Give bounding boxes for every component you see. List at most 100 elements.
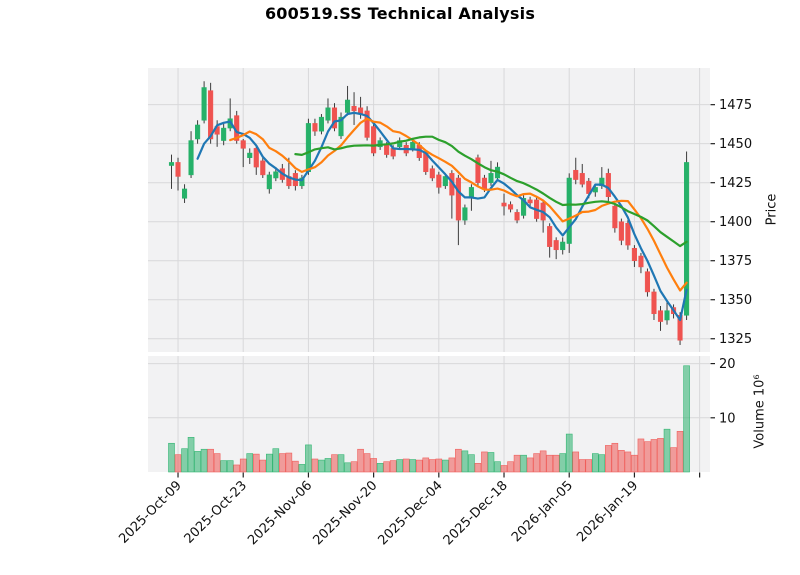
volume-bar-2025-11-05 (298, 464, 306, 473)
volume-bar-2025-12-05 (442, 459, 449, 473)
volume-bar-2025-10-21 (226, 460, 234, 473)
volume-bar-2026-01-22 (650, 439, 658, 473)
volume-bar-2025-12-29 (546, 454, 553, 473)
candle-2025-10-24 (247, 148, 253, 164)
candle-2026-01-23 (657, 305, 664, 331)
date-tick-label: 2025-Oct-09 (116, 478, 184, 546)
candle-2025-11-10 (318, 114, 325, 135)
volume-bar-2025-12-03 (428, 459, 436, 473)
candle-2025-12-10 (462, 204, 468, 225)
candle-2025-12-04 (436, 171, 442, 194)
candle-2025-12-18 (501, 193, 507, 216)
candle-2025-11-17 (351, 92, 357, 125)
candle-2025-11-14 (344, 85, 351, 116)
volume-bar-2025-12-02 (422, 457, 430, 473)
ma-line-ma5 (196, 111, 688, 322)
candle-2025-12-22 (514, 209, 520, 224)
volume-bar-2025-12-22 (513, 454, 521, 473)
price-tick-label: 1350 (719, 293, 752, 308)
volume-bar-2025-12-30 (552, 454, 560, 473)
volume-bar-2025-12-16 (487, 452, 495, 473)
volume-bar-2025-10-15 (200, 448, 208, 473)
volume-bar-2025-11-26 (396, 459, 404, 473)
candle-2025-10-27 (253, 145, 259, 175)
volume-bar-2025-11-24 (383, 461, 390, 473)
price-tick-label: 1400 (719, 215, 752, 230)
candle-2026-01-13 (605, 168, 611, 202)
candle-2025-10-16 (208, 82, 214, 144)
volume-bar-2026-01-07 (578, 459, 586, 473)
candle-2025-12-30 (553, 237, 559, 260)
volume-bar-2025-10-09 (174, 454, 182, 473)
price-tick-label: 1450 (719, 137, 752, 152)
volume-bar-2025-10-24 (246, 453, 254, 473)
candle-2025-12-09 (455, 174, 461, 246)
candle-2025-09-30 (168, 154, 175, 189)
date-tick-label: 2025-Oct-23 (182, 478, 250, 546)
volume-bar-2026-01-27 (670, 447, 677, 473)
price-tick-label: 1475 (719, 98, 752, 113)
candle-2026-01-14 (612, 202, 618, 233)
volume-bar-2026-01-26 (663, 428, 671, 473)
volume-bar-2025-11-06 (305, 444, 312, 473)
volume-bar-2026-01-14 (611, 442, 619, 473)
volume-bar-2026-01-23 (657, 438, 664, 473)
candle-2026-01-05 (566, 173, 572, 253)
price-tick-label: 1375 (719, 254, 752, 269)
volume-bar-2026-01-05 (565, 433, 573, 473)
candle-2025-10-29 (266, 171, 272, 194)
volume-bar-2026-01-19 (631, 454, 638, 473)
volume-bar-2025-11-20 (370, 458, 377, 473)
volume-bar-2025-12-08 (448, 457, 456, 473)
volume-bar-2025-12-19 (507, 461, 514, 473)
volume-bar-2025-11-25 (389, 460, 397, 473)
volume-bar-2025-10-28 (259, 459, 267, 473)
volume-bar-2025-11-21 (376, 463, 384, 473)
volume-bar-2025-12-17 (494, 461, 501, 473)
volume-tick-label: 10 (719, 411, 736, 426)
volume-bar-2025-10-13 (187, 437, 195, 473)
candle-2025-10-10 (181, 184, 188, 203)
volume-bar-2025-11-07 (311, 458, 319, 473)
volume-bar-2025-12-18 (500, 465, 508, 473)
volume-bar-2025-10-10 (181, 448, 188, 473)
candle-2026-01-26 (664, 299, 670, 325)
candle-2026-01-15 (618, 218, 624, 246)
candle-2026-01-20 (638, 252, 644, 274)
volume-bar-2025-10-20 (220, 460, 227, 473)
candle-2026-01-21 (644, 268, 651, 297)
volume-bar-2026-01-13 (605, 445, 612, 473)
volume-bar-2025-12-04 (435, 458, 443, 473)
volume-bar-2026-01-21 (644, 441, 651, 473)
volume-bar-2025-11-17 (350, 461, 358, 473)
volume-bar-2025-10-29 (265, 453, 273, 473)
candle-2025-10-13 (188, 131, 194, 179)
volume-bar-2026-01-12 (598, 454, 606, 473)
candle-2025-12-16 (488, 160, 494, 186)
volume-bar-2026-01-28 (676, 431, 684, 473)
candle-2025-11-11 (325, 98, 331, 124)
candle-2025-10-20 (221, 123, 227, 146)
volume-bar-2025-10-14 (194, 451, 201, 473)
volume-bar-2025-12-10 (461, 450, 469, 473)
volume-bar-2025-12-01 (415, 459, 423, 473)
volume-bar-2025-11-03 (285, 452, 293, 473)
volume-bar-2026-01-08 (585, 459, 593, 473)
candle-2025-11-12 (331, 103, 338, 132)
volume-bar-2025-10-27 (252, 453, 260, 473)
volume-bar-2025-12-11 (468, 454, 475, 473)
moving-averages (196, 111, 688, 322)
volume-bar-2025-10-17 (213, 453, 221, 473)
date-tick-label: 2026-Jan-19 (574, 478, 641, 545)
candle-2025-10-15 (201, 81, 207, 124)
volume-bar-2025-11-19 (363, 453, 371, 473)
date-tick-label: 2026-Jan-05 (509, 478, 576, 545)
volume-bar-2025-12-09 (455, 448, 462, 473)
volume-bar-2025-12-31 (559, 453, 567, 473)
price-tick-label: 1425 (719, 176, 752, 191)
panel-backgrounds (148, 68, 710, 472)
volume-bar-2026-01-16 (624, 451, 632, 473)
date-tick-label: 2025-Dec-18 (441, 478, 511, 548)
